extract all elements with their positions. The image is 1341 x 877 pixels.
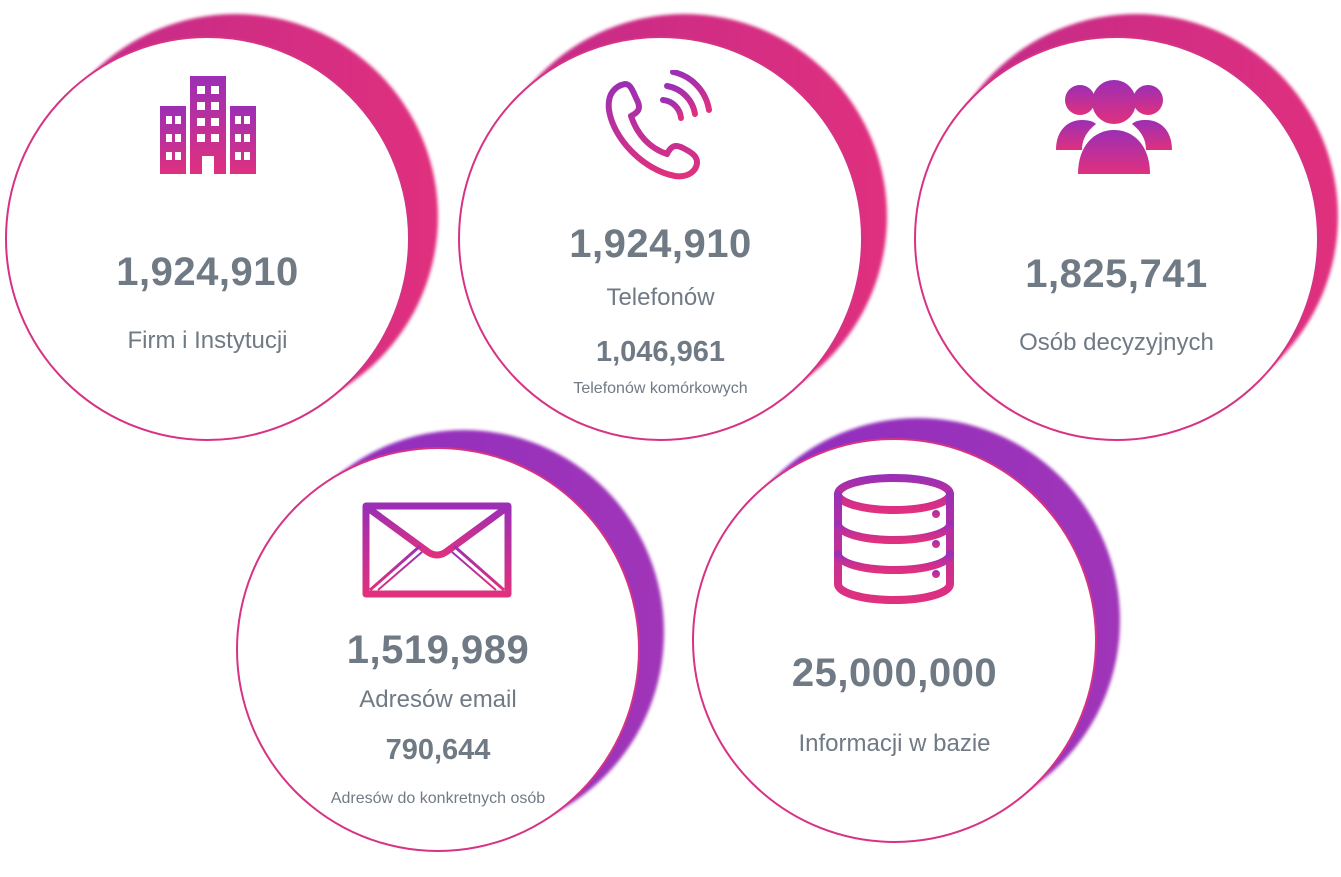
stat-card-phones: 1,924,910 Telefonów 1,046,961 Telefonów … (458, 14, 908, 444)
envelope-icon (362, 502, 512, 598)
stat-value: 25,000,000 (791, 651, 998, 695)
stat-label: Adresów email (359, 686, 517, 713)
building-icon (160, 76, 256, 174)
stat-label: Telefonów (606, 284, 715, 311)
stat-label: Firm i Instytucji (127, 327, 288, 354)
users-icon (1056, 80, 1172, 174)
stat-label: Informacji w bazie (798, 730, 991, 757)
stat-card-companies: 1,924,910 Firm i Instytucji (5, 14, 455, 444)
card-circle (692, 438, 1097, 843)
stat-card-database: 25,000,000 Informacji w bazie (692, 418, 1132, 848)
phone-icon (605, 70, 712, 180)
card-circle (236, 447, 640, 852)
stat-sub-label: Adresów do konkretnych osób (330, 790, 546, 807)
stat-sub-value: 1,046,961 (595, 336, 725, 368)
stat-value: 1,924,910 (116, 250, 299, 294)
stat-sub-label: Telefonów komórkowych (573, 380, 748, 397)
database-icon (834, 474, 954, 604)
card-circle (458, 36, 863, 441)
stat-sub-value: 790,644 (385, 734, 491, 766)
stat-value: 1,519,989 (346, 628, 530, 672)
stat-card-emails: 1,519,989 Adresów email 790,644 Adresów … (236, 430, 676, 860)
stat-value: 1,924,910 (569, 222, 752, 266)
stat-card-decision-makers: 1,825,741 Osób decyzyjnych (910, 14, 1340, 444)
stat-label: Osób decyzyjnych (1019, 329, 1214, 356)
stat-value: 1,825,741 (1025, 252, 1208, 296)
